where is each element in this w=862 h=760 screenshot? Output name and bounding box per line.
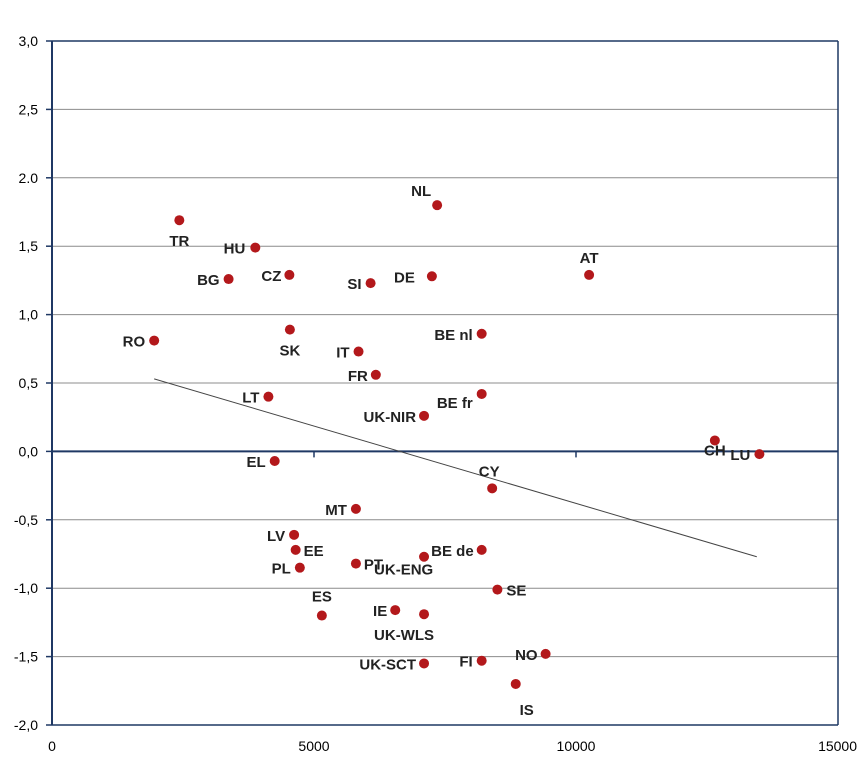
- data-label: CZ: [261, 268, 281, 285]
- data-point: [350, 558, 361, 569]
- trendline: [154, 378, 757, 558]
- data-label: BG: [197, 272, 220, 289]
- data-point: [709, 435, 720, 446]
- data-label: MT: [325, 502, 347, 519]
- data-label: IS: [520, 702, 534, 719]
- data-point: [487, 483, 498, 494]
- data-point: [432, 200, 443, 211]
- data-point: [540, 648, 551, 659]
- trendline-group: [154, 378, 757, 558]
- data-point: [365, 278, 376, 289]
- data-point: [419, 609, 430, 620]
- data-label: CH: [704, 442, 726, 459]
- data-label: LT: [242, 390, 259, 407]
- data-point: [492, 584, 503, 595]
- data-points: [149, 200, 765, 689]
- data-point: [419, 658, 430, 669]
- y-tick-label: 1,0: [19, 307, 39, 323]
- y-tick-label: 0,5: [19, 375, 39, 391]
- data-label: LU: [730, 447, 750, 464]
- data-point: [149, 335, 160, 346]
- data-label: PT: [364, 557, 383, 574]
- data-label: SK: [279, 343, 300, 360]
- data-point: [290, 544, 301, 555]
- data-label: FI: [459, 654, 472, 671]
- data-label: TR: [169, 233, 189, 250]
- data-point: [284, 324, 295, 335]
- y-tick-label: 1,5: [19, 238, 39, 254]
- data-point: [390, 605, 401, 616]
- x-tick-label: 15000: [818, 738, 857, 754]
- data-label: EL: [247, 454, 266, 471]
- data-point: [426, 271, 437, 282]
- y-tick-label: 3,0: [19, 33, 39, 49]
- data-point: [263, 391, 274, 402]
- data-label: CY: [479, 463, 500, 480]
- data-label: NO: [515, 647, 538, 664]
- data-label: UK-SCT: [359, 656, 416, 673]
- data-label: HU: [224, 241, 246, 258]
- data-label: FR: [348, 368, 368, 385]
- data-point: [294, 562, 305, 573]
- data-label: SI: [347, 276, 361, 293]
- data-label: BE fr: [437, 395, 473, 412]
- data-label: DE: [394, 269, 415, 286]
- data-label: UK-ENG: [374, 562, 433, 579]
- data-point: [370, 369, 381, 380]
- data-label: LV: [267, 528, 285, 545]
- data-label: UK-WLS: [374, 627, 434, 644]
- y-tick-label: -1,5: [14, 649, 38, 665]
- data-label: EE: [304, 543, 324, 560]
- y-tick-label: -0,5: [14, 512, 38, 528]
- data-label: IE: [373, 603, 387, 620]
- data-label: IT: [336, 345, 349, 362]
- data-point: [476, 655, 487, 666]
- data-point: [269, 455, 280, 466]
- x-tick-label: 10000: [557, 738, 596, 754]
- data-label: BE nl: [434, 327, 472, 344]
- data-point: [419, 551, 430, 562]
- x-tick-label: 0: [48, 738, 56, 754]
- y-tick-label: 0,0: [19, 443, 39, 459]
- data-point: [284, 269, 295, 280]
- data-point: [174, 215, 185, 226]
- y-tick-label: -1,0: [14, 580, 38, 596]
- data-point: [754, 449, 765, 460]
- data-point: [289, 529, 300, 540]
- data-label: PL: [272, 561, 291, 578]
- data-point: [584, 269, 595, 280]
- data-point: [510, 678, 521, 689]
- data-point: [223, 274, 234, 285]
- data-point: [316, 610, 327, 621]
- gridlines: [52, 40, 838, 726]
- data-point: [476, 328, 487, 339]
- data-label: SE: [506, 583, 526, 600]
- data-point: [250, 242, 261, 253]
- data-point: [476, 544, 487, 555]
- data-label: RO: [123, 334, 146, 351]
- data-point: [419, 410, 430, 421]
- data-label: BE de: [431, 543, 474, 560]
- data-label: AT: [580, 250, 599, 267]
- data-label: ES: [312, 589, 332, 606]
- data-point: [476, 388, 487, 399]
- data-point: [350, 503, 361, 514]
- y-tick-label: 2,5: [19, 101, 39, 117]
- data-label: UK-NIR: [364, 409, 417, 426]
- y-tick-label: -2,0: [14, 717, 38, 733]
- y-tick-label: 2.0: [19, 170, 39, 186]
- data-label: NL: [411, 183, 431, 200]
- x-tick-label: 5000: [298, 738, 329, 754]
- axes: 3,0 2,5 2.0 1,5 1,0 0,5 0,0 -0,5 -1,0 -1,5 -2,0 0 50…: [14, 33, 857, 754]
- data-point: [353, 346, 364, 357]
